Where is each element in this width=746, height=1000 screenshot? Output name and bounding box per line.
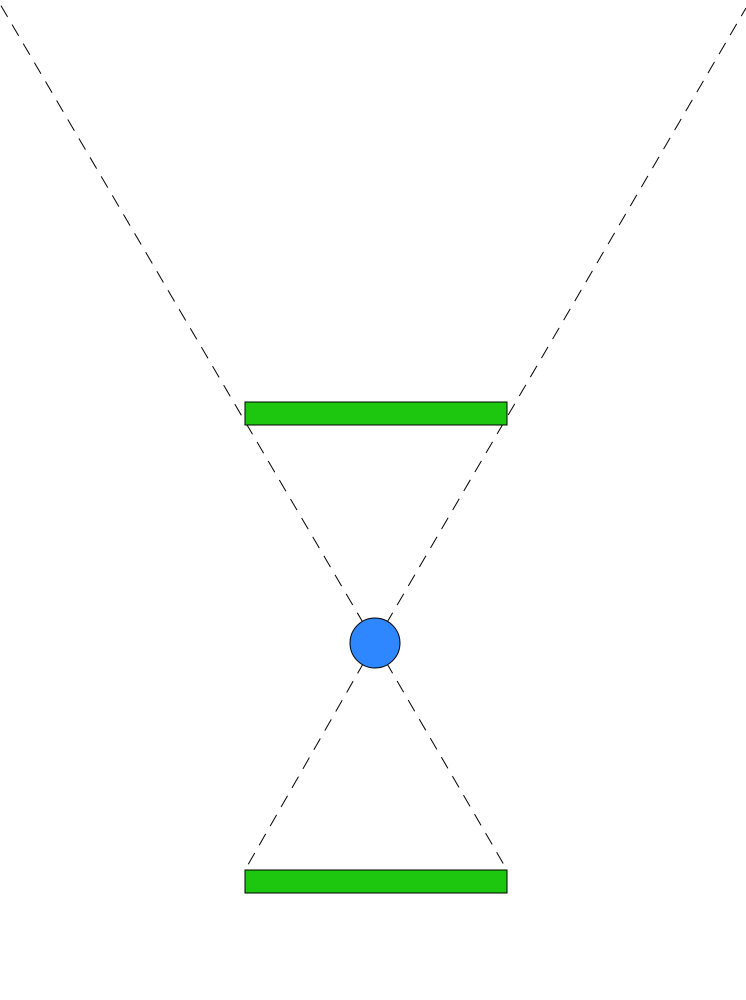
center-point (349, 617, 401, 669)
sight-line-upper-left (0, 3, 376, 644)
sight-line-upper-right (374, 7, 746, 644)
sight-line-lower-left (244, 642, 376, 871)
lower-bar (244, 869, 508, 894)
upper-bar (244, 401, 508, 426)
sight-line-lower-right (374, 642, 508, 871)
